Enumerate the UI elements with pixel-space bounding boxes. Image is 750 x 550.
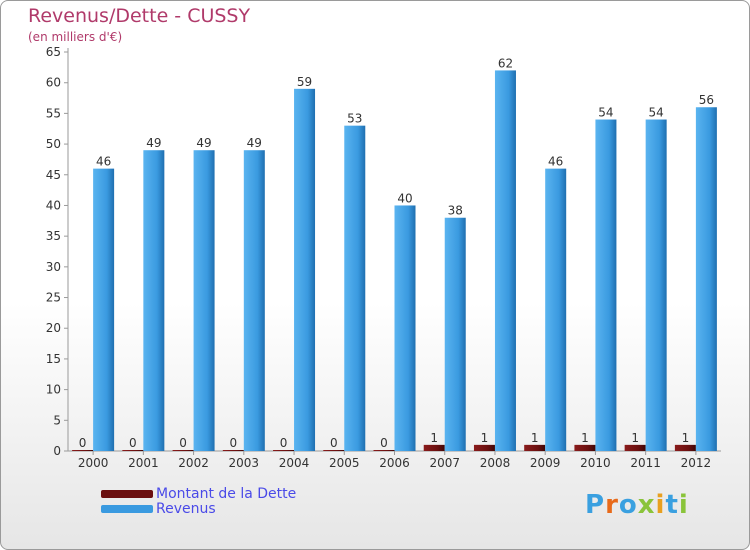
bar-dette <box>423 444 445 451</box>
bar-dette <box>373 450 395 451</box>
bar-revenus <box>193 150 215 451</box>
legend-swatch-dette <box>101 490 153 498</box>
bar-revenus <box>494 70 516 452</box>
logo-letter: P <box>585 490 606 520</box>
bar-dette <box>273 450 295 451</box>
x-tick-label: 2009 <box>530 456 561 470</box>
bar-revenus <box>294 88 316 451</box>
data-label-dette: 1 <box>481 431 489 445</box>
data-label-revenus: 56 <box>699 93 714 107</box>
y-tick-label: 50 <box>46 137 61 151</box>
y-tick-label: 65 <box>46 45 61 59</box>
bar-revenus <box>545 168 567 451</box>
data-label-revenus: 59 <box>297 75 312 89</box>
bar-revenus <box>695 107 717 451</box>
y-tick-label: 40 <box>46 198 61 212</box>
data-label-dette: 1 <box>581 431 589 445</box>
bar-dette <box>72 450 94 451</box>
y-tick-label: 60 <box>46 76 61 90</box>
data-label-revenus: 54 <box>649 106 664 120</box>
x-tick-label: 2011 <box>630 456 661 470</box>
bar-revenus <box>444 217 466 451</box>
logo-letter: i <box>655 490 666 520</box>
y-tick-label: 10 <box>46 383 61 397</box>
x-tick-label: 2010 <box>580 456 611 470</box>
y-tick-label: 35 <box>46 229 61 243</box>
data-label-dette: 1 <box>682 431 690 445</box>
bar-dette <box>122 450 144 451</box>
data-label-revenus: 38 <box>448 204 463 218</box>
bar-dette <box>524 444 546 451</box>
y-tick-label: 0 <box>53 444 61 458</box>
data-label-revenus: 49 <box>196 136 211 150</box>
bar-dette <box>222 450 244 451</box>
data-label-dette: 0 <box>179 436 187 450</box>
y-tick-label: 30 <box>46 260 61 274</box>
logo-letter: i <box>678 490 689 520</box>
x-tick-label: 2008 <box>480 456 511 470</box>
bar-revenus <box>394 205 416 451</box>
x-tick-label: 2002 <box>178 456 209 470</box>
bar-revenus <box>93 168 115 451</box>
data-label-dette: 0 <box>229 436 237 450</box>
x-tick-label: 2012 <box>681 456 712 470</box>
data-label-dette: 0 <box>330 436 338 450</box>
bar-revenus <box>243 150 265 451</box>
bar-dette <box>172 450 194 451</box>
data-label-revenus: 49 <box>247 136 262 150</box>
x-tick-label: 2000 <box>78 456 109 470</box>
bar-dette <box>624 444 646 451</box>
x-tick-label: 2006 <box>379 456 410 470</box>
x-tick-label: 2007 <box>429 456 460 470</box>
y-tick-label: 25 <box>46 291 61 305</box>
y-tick-label: 55 <box>46 106 61 120</box>
logo-letter: r <box>605 490 619 520</box>
x-tick-label: 2005 <box>329 456 360 470</box>
y-tick-label: 15 <box>46 352 61 366</box>
data-label-dette: 1 <box>631 431 639 445</box>
proxiti-logo: Proxiti <box>585 490 689 520</box>
bar-dette <box>574 444 596 451</box>
data-label-dette: 0 <box>380 436 388 450</box>
bar-dette <box>323 450 345 451</box>
data-label-revenus: 54 <box>598 106 613 120</box>
legend-label-dette: Montant de la Dette <box>156 486 297 502</box>
y-tick-label: 20 <box>46 321 61 335</box>
chart-title: Revenus/Dette - CUSSY <box>28 5 251 27</box>
bar-revenus <box>143 150 165 451</box>
logo-letter: t <box>665 490 679 520</box>
data-label-revenus: 62 <box>498 56 513 70</box>
data-label-revenus: 46 <box>96 155 111 169</box>
x-tick-label: 2004 <box>279 456 310 470</box>
data-label-dette: 0 <box>280 436 288 450</box>
legend-label-revenus: Revenus <box>156 501 216 517</box>
legend-swatch-revenus <box>101 505 153 513</box>
data-label-revenus: 53 <box>347 112 362 126</box>
data-label-revenus: 49 <box>146 136 161 150</box>
y-tick-label: 5 <box>53 413 61 427</box>
x-tick-label: 2001 <box>128 456 159 470</box>
y-tick-label: 45 <box>46 168 61 182</box>
data-label-dette: 1 <box>430 431 438 445</box>
chart-subtitle: (en milliers d'€) <box>28 30 123 44</box>
data-label-revenus: 40 <box>397 191 412 205</box>
bar-revenus <box>595 119 617 452</box>
data-label-dette: 1 <box>531 431 539 445</box>
data-label-dette: 0 <box>129 436 137 450</box>
data-label-revenus: 46 <box>548 155 563 169</box>
bar-dette <box>473 444 495 451</box>
data-label-dette: 0 <box>79 436 87 450</box>
bar-revenus <box>645 119 667 452</box>
x-tick-label: 2003 <box>229 456 260 470</box>
logo-letter: o <box>618 490 638 520</box>
bar-dette <box>674 444 696 451</box>
bar-revenus <box>344 125 366 452</box>
logo-letter: x <box>637 490 656 520</box>
